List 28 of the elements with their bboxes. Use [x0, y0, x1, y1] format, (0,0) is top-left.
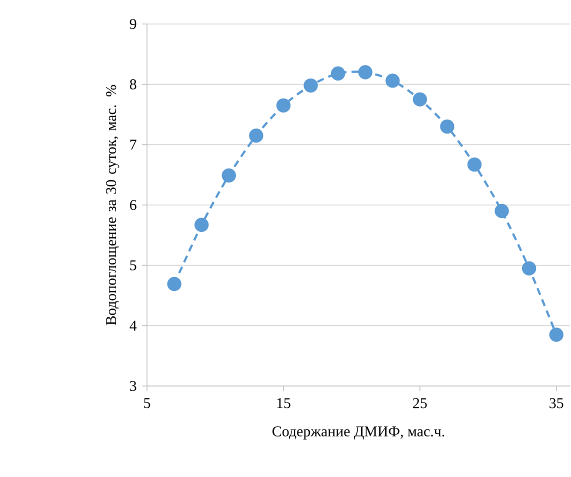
point — [276, 98, 291, 113]
point — [304, 78, 318, 93]
y-tick-label: 4 — [130, 320, 137, 331]
point — [330, 66, 346, 81]
point — [522, 261, 536, 276]
y-tick-label: 3 — [130, 380, 136, 392]
x-tick-label: 5 — [144, 398, 150, 408]
point — [549, 328, 564, 342]
point — [194, 218, 209, 232]
y-axis-title: Водопоглощение за 30 суток, мас. % — [106, 85, 120, 326]
point — [358, 65, 372, 80]
x-tick-label: 15 — [277, 398, 290, 408]
x-axis-title: Содержание ДМИФ, мас.ч. — [272, 426, 444, 440]
x-tick-label: 25 — [413, 398, 427, 408]
point — [249, 128, 264, 143]
point — [467, 157, 482, 172]
point — [167, 276, 182, 292]
point — [412, 92, 428, 107]
y-tick-label: 5 — [130, 260, 136, 270]
point — [386, 74, 400, 88]
x-tick-label: 35 — [550, 398, 564, 408]
point — [222, 168, 236, 183]
y-tick-label: 9 — [130, 18, 136, 30]
y-tick-label: 8 — [130, 79, 136, 90]
point — [494, 204, 509, 218]
point — [440, 119, 454, 134]
y-tick-label: 7 — [130, 140, 136, 150]
y-tick-label: 6 — [130, 200, 136, 210]
